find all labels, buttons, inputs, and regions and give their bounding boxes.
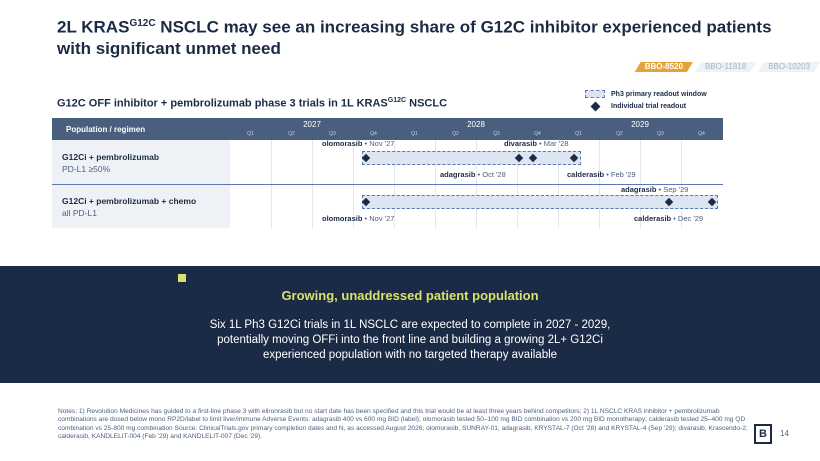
timeline-table: Population / regimen 2027 2028 2029 Q1 Q… <box>52 118 723 228</box>
row-subgroup: PD-L1 ≥50% <box>62 164 111 174</box>
readout-window-row1 <box>362 151 581 165</box>
title-part1: 2L KRAS <box>57 17 130 37</box>
quarter-label: Q2 <box>452 131 459 137</box>
trial-label-adagrasib-row1: adagrasib • Oct '28 <box>440 170 506 179</box>
title-part2: NSCLC may see an increasing share of G12… <box>57 17 772 58</box>
tab-bbo-11818[interactable]: BBO-11818 <box>695 62 756 72</box>
legend-window-swatch <box>585 90 605 98</box>
drug-name: adagrasib <box>440 170 476 179</box>
row-pembrolizumab: G12Ci + pembrolizumab PD-L1 ≥50% <box>52 140 723 184</box>
year-2029: 2029 <box>631 120 649 129</box>
quarter-label: Q3 <box>493 131 500 137</box>
drug-name: olomorasib <box>322 139 363 148</box>
subtitle-superscript: G12C <box>387 97 407 104</box>
row-label-pembrolizumab-chemo: G12Ci + pembrolizumab + chemo all PD-L1 <box>52 184 230 228</box>
key-message-banner <box>0 266 820 383</box>
trial-label-calderasib-row1: calderasib • Feb '29 <box>567 170 636 179</box>
legend-readout-label: Individual trial readout <box>611 102 687 110</box>
title-superscript: G12C <box>129 18 156 29</box>
legend-window-label: Ph3 primary readout window <box>611 90 707 98</box>
readout-date: Dec '29 <box>677 214 704 223</box>
year-2028: 2028 <box>467 120 485 129</box>
timeline-header: Population / regimen 2027 2028 2029 Q1 Q… <box>52 118 723 140</box>
quarter-label: Q3 <box>329 131 336 137</box>
drug-name: adagrasib <box>621 185 657 194</box>
banner-title: Growing, unaddressed patient population <box>281 288 539 303</box>
label-separator: • <box>362 214 370 223</box>
quarter-label: Q2 <box>288 131 295 137</box>
legend-diamond-icon <box>590 101 601 111</box>
subtitle-part1: G12C OFF inhibitor + pembrolizumab phase… <box>57 97 388 110</box>
row-regimen: G12Ci + pembrolizumab + chemo <box>62 196 197 206</box>
row-divider <box>52 184 723 185</box>
quarter-label: Q4 <box>534 131 541 137</box>
drug-name: divarasib <box>504 139 537 148</box>
quarter-label: Q1 <box>411 131 418 137</box>
row-regimen: G12Ci + pembrolizumab <box>62 152 160 162</box>
subtitle-part2: NSCLC <box>406 97 448 110</box>
column-header-population: Population / regimen <box>66 125 146 134</box>
label-separator: • <box>604 170 611 179</box>
readout-date: Mar '28 <box>543 139 569 148</box>
drug-name: olomorasib <box>322 214 363 223</box>
trial-label-adagrasib-row2: adagrasib • Sep '29 <box>621 185 688 194</box>
tab-bbo-10203[interactable]: BBO-10203 <box>758 62 820 72</box>
chart-subtitle: G12C OFF inhibitor + pembrolizumab phase… <box>57 97 447 110</box>
legend-window-row: Ph3 primary readout window <box>585 88 707 100</box>
company-logo: B <box>754 424 772 444</box>
readout-date: Nov '27 <box>369 214 395 223</box>
label-separator: • <box>656 185 664 194</box>
trial-label-calderasib-row2: calderasib • Dec '29 <box>634 214 703 223</box>
quarter-label: Q1 <box>247 131 254 137</box>
banner-marker-icon <box>178 274 186 282</box>
trial-label-olomorasib-row2: olomorasib • Nov '27 <box>322 214 394 223</box>
year-2027: 2027 <box>303 120 321 129</box>
row-label-pembrolizumab: G12Ci + pembrolizumab PD-L1 ≥50% <box>52 140 230 184</box>
legend-readout-row: Individual trial readout <box>585 100 707 112</box>
page-number: 14 <box>780 429 789 438</box>
banner-text: Six 1L Ph3 G12Ci trials in 1L NSCLC are … <box>209 319 611 361</box>
label-separator: • <box>475 170 483 179</box>
label-separator: • <box>536 139 544 148</box>
readout-date: Nov '27 <box>369 139 395 148</box>
readout-date: Sep '29 <box>663 185 689 194</box>
quarter-label: Q4 <box>370 131 377 137</box>
drug-name: calderasib <box>634 214 672 223</box>
slide-title: 2L KRASG12C NSCLC may see an increasing … <box>57 13 777 59</box>
readout-date: Feb '29 <box>610 170 636 179</box>
chart-legend: Ph3 primary readout window Individual tr… <box>585 88 707 112</box>
program-tabs: BBO-8520 BBO-11818 BBO-10203 <box>633 62 820 72</box>
trial-label-olomorasib-row1: olomorasib • Nov '27 <box>322 139 394 148</box>
drug-name: calderasib <box>567 170 605 179</box>
quarter-label: Q3 <box>657 131 664 137</box>
readout-date: Oct '28 <box>482 170 506 179</box>
row-subgroup: all PD-L1 <box>62 208 97 218</box>
tab-bbo-8520[interactable]: BBO-8520 <box>635 62 693 72</box>
footnotes: Notes: 1) Revolution Medicines has guide… <box>58 408 748 440</box>
label-separator: • <box>671 214 678 223</box>
quarter-label: Q2 <box>616 131 623 137</box>
label-separator: • <box>362 139 370 148</box>
quarter-label: Q1 <box>575 131 582 137</box>
quarter-label: Q4 <box>698 131 705 137</box>
trial-label-divarasib-row1: divarasib • Mar '28 <box>504 139 569 148</box>
